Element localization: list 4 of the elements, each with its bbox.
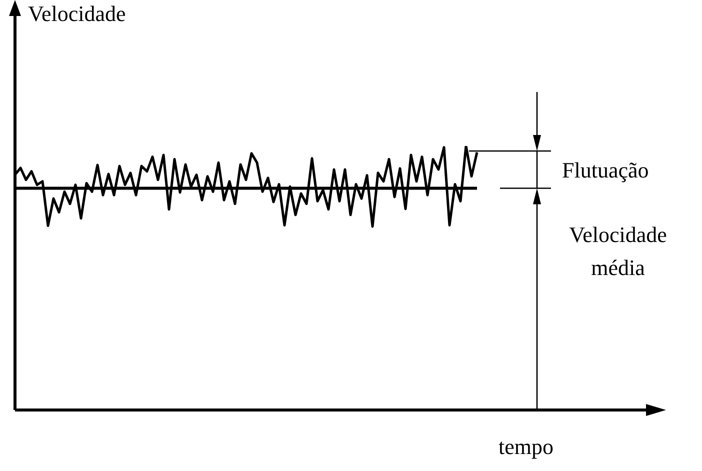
text: Flutuação xyxy=(562,157,649,182)
x-axis-title: tempo xyxy=(498,434,554,459)
text: Velocidade xyxy=(28,0,126,26)
ref-line-label: Velocidade média xyxy=(569,222,667,280)
